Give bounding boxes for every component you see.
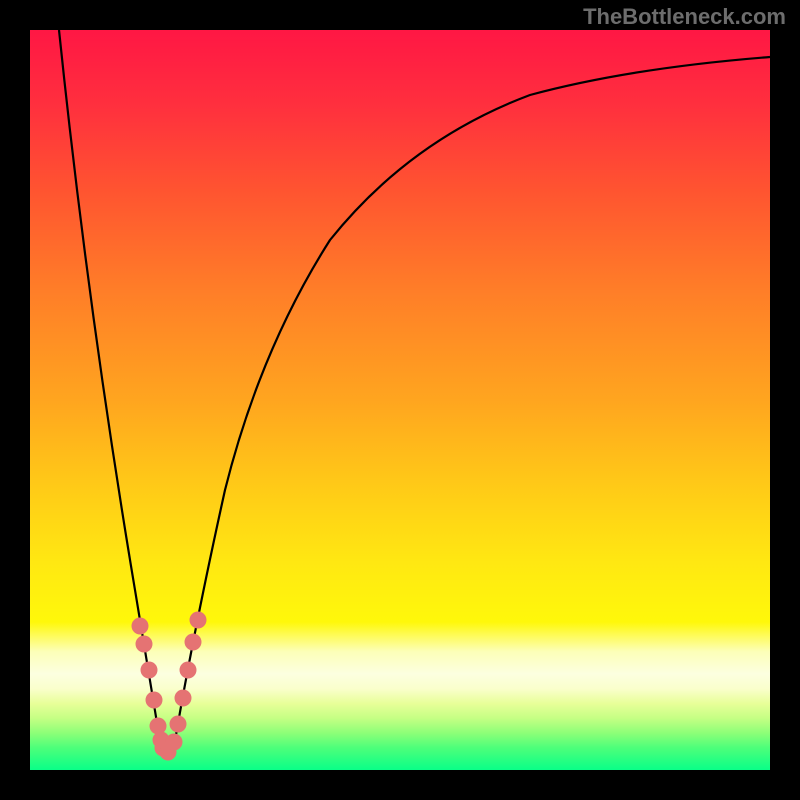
curve-layer (30, 30, 770, 770)
curve-marker (175, 690, 192, 707)
curve-marker (132, 618, 149, 635)
curve-markers (132, 612, 207, 761)
curve-marker (170, 716, 187, 733)
curve-marker (136, 636, 153, 653)
curve-marker (150, 718, 167, 735)
curve-marker (185, 634, 202, 651)
curve-marker (166, 734, 183, 751)
chart-outer: TheBottleneck.com (0, 0, 800, 800)
curve-marker (146, 692, 163, 709)
watermark-text: TheBottleneck.com (583, 4, 786, 30)
curve-marker (180, 662, 197, 679)
curve-marker (190, 612, 207, 629)
curve-right-branch (176, 57, 770, 735)
curve-marker (141, 662, 158, 679)
plot-area (30, 30, 770, 770)
